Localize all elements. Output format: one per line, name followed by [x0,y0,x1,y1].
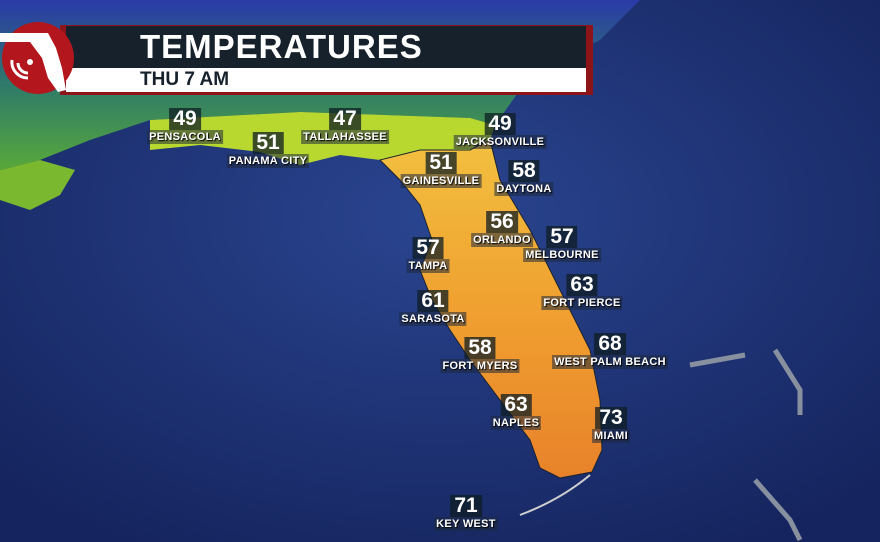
city-label-tallahassee: 47 TALLAHASSEE [301,108,389,144]
title-bar [66,26,586,68]
temperature-value: 63 [500,394,532,416]
temperature-value: 61 [417,290,449,312]
temperature-value: 71 [450,495,482,517]
temperature-value: 51 [425,152,457,174]
temperature-value: 56 [486,211,518,233]
page-title: TEMPERATURES [140,28,423,65]
city-label-naples: 63 NAPLES [490,394,542,430]
city-name: FORT PIERCE [541,296,623,310]
city-label-west-palm-beach: 68 WEST PALM BEACH [552,333,668,369]
city-name: DAYTONA [494,182,554,196]
city-name: MIAMI [592,429,630,443]
temperature-value: 58 [508,160,540,182]
florida-keys [519,474,591,516]
city-label-gainesville: 51 GAINESVILLE [400,152,482,188]
city-label-jacksonville: 49 JACKSONVILLE [453,113,547,149]
city-name: NAPLES [490,416,542,430]
city-label-sarasota: 61 SARASOTA [399,290,467,326]
city-name: WEST PALM BEACH [552,355,668,369]
city-label-miami: 73 MIAMI [592,407,630,443]
city-label-fort-myers: 58 FORT MYERS [440,337,520,373]
city-name: PANAMA CITY [226,154,310,168]
florida-peninsula [379,139,603,479]
city-name: GAINESVILLE [400,174,482,188]
gulf-coast [0,160,75,210]
city-label-pensacola: 49 PENSACOLA [147,108,223,144]
city-label-melbourne: 57 MELBOURNE [523,226,601,262]
city-name: PENSACOLA [147,130,223,144]
temperature-value: 51 [252,132,284,154]
temperature-value: 63 [566,274,598,296]
city-name: MELBOURNE [523,248,601,262]
temperature-value: 68 [594,333,626,355]
temperature-value: 49 [169,108,201,130]
city-label-tampa: 57 TAMPA [406,237,450,273]
florida-weather-logo-icon [0,22,74,94]
city-name: JACKSONVILLE [453,135,547,149]
city-label-orlando: 56 ORLANDO [471,211,533,247]
subtitle-bar [66,68,586,92]
temperature-value: 73 [595,407,627,429]
city-name: FORT MYERS [440,359,520,373]
city-name: KEY WEST [434,517,498,531]
city-name: ORLANDO [471,233,533,247]
city-label-key-west: 71 KEY WEST [434,495,498,531]
temperature-value: 58 [464,337,496,359]
temperature-value: 47 [329,108,361,130]
city-label-daytona: 58 DAYTONA [494,160,554,196]
bahamas [689,348,803,542]
forecast-time: THU 7 AM [140,69,230,90]
city-name: TAMPA [406,259,450,273]
temperature-value: 57 [546,226,578,248]
city-name: TALLAHASSEE [301,130,389,144]
temperature-value: 57 [412,237,444,259]
city-label-fort-pierce: 63 FORT PIERCE [541,274,623,310]
city-label-panama-city: 51 PANAMA CITY [226,132,310,168]
city-name: SARASOTA [399,312,467,326]
temperature-value: 49 [484,113,516,135]
